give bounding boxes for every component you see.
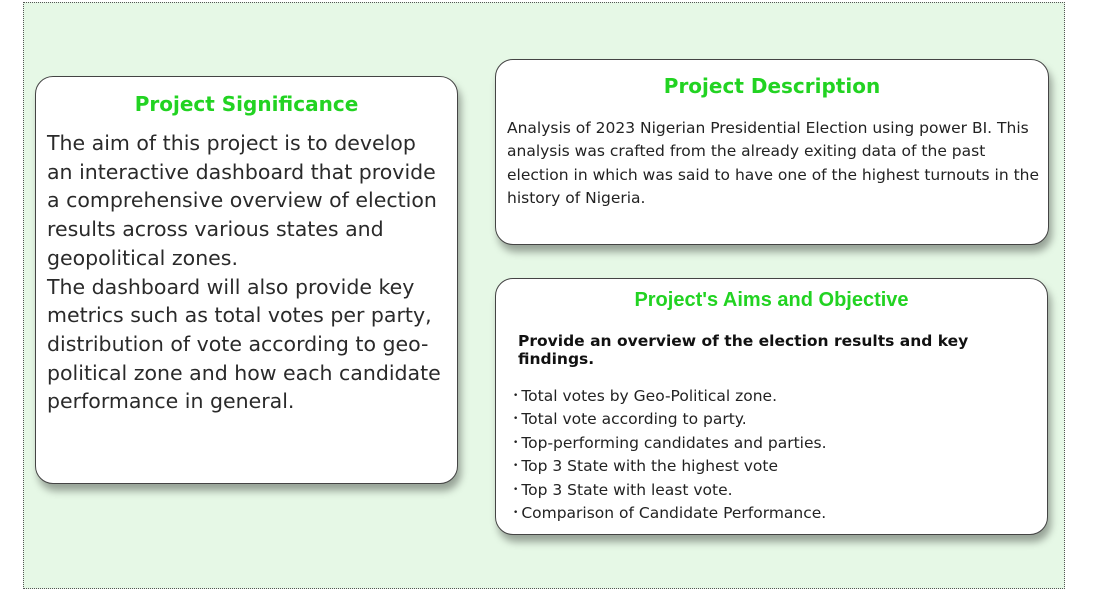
project-description-card: Project Description Analysis of 2023 Nig… [495,59,1049,245]
significance-paragraph-1: The aim of this project is to develop an… [47,131,437,270]
list-item: Total votes by Geo-Political zone. [513,385,1047,408]
significance-paragraph-2: The dashboard will also provide key metr… [47,274,441,414]
project-aims-card: Project's Aims and Objective Provide an … [495,278,1048,535]
project-aims-title: Project's Aims and Objective [634,289,909,311]
project-significance-title: Project Significance [134,92,359,116]
list-item: Total vote according to party. [513,408,1047,431]
list-item: Top 3 State with least vote. [513,479,1047,502]
project-significance-card: Project Significance The aim of this pro… [35,76,458,484]
project-description-title: Project Description [663,74,881,98]
list-item: Top 3 State with the highest vote [513,455,1047,478]
list-item: Top-performing candidates and parties. [513,432,1047,455]
list-item: Comparison of Candidate Performance. [513,502,1047,525]
project-aims-subtitle: Provide an overview of the election resu… [518,332,969,368]
project-description-text: Analysis of 2023 Nigerian Presidential E… [507,119,1040,207]
project-aims-list: Total votes by Geo-Political zone. Total… [513,385,1047,526]
project-significance-body: The aim of this project is to develop an… [47,129,445,416]
